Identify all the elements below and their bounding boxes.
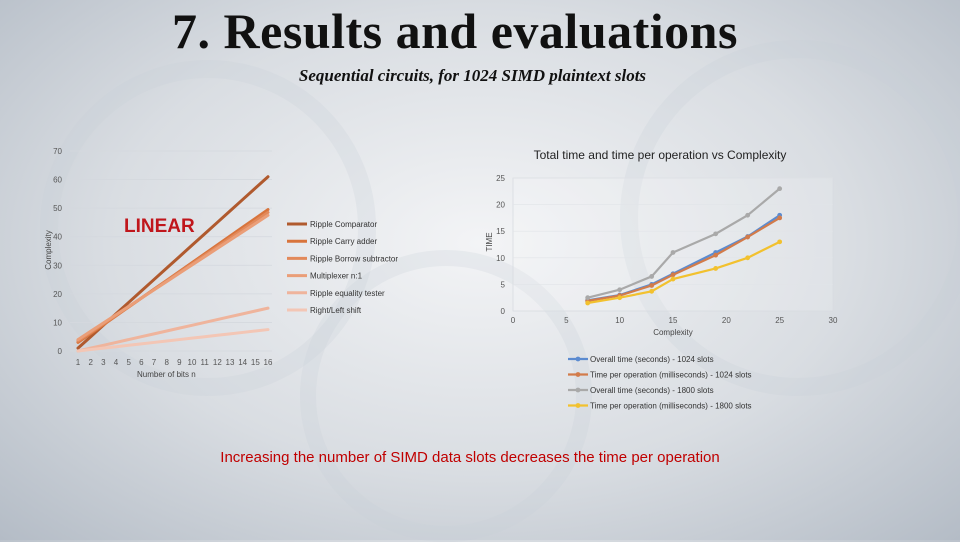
data-point [617,295,623,301]
y-tick-label: 10 [53,318,62,327]
slide-subtitle: Sequential circuits, for 1024 SIMD plain… [298,66,647,85]
chart2-xlabel: Complexity [653,328,693,337]
y-tick-label: 50 [53,204,62,213]
linear-annotation: LINEAR [124,216,195,237]
x-tick-label: 12 [213,358,222,367]
x-tick-label: 3 [101,358,106,367]
x-tick-label: 16 [264,358,273,367]
y-tick-label: 15 [496,227,505,236]
y-tick-label: 5 [501,280,506,289]
x-tick-label: 0 [511,316,516,325]
chart2-title: Total time and time per operation vs Com… [534,148,787,162]
legend-marker [575,403,581,408]
x-tick-label: 10 [188,358,197,367]
data-point [777,186,783,192]
chart2-ylabel: TIME [485,232,494,251]
legend-label: Ripple Carry adder [310,237,377,246]
y-tick-label: 60 [53,176,62,185]
legend-label: Multiplexer n:1 [310,272,363,281]
data-point [585,300,591,306]
data-point [745,255,751,261]
chart2-plot-area [512,177,834,312]
x-tick-label: 4 [114,358,119,367]
data-point [777,239,783,245]
y-tick-label: 40 [53,233,62,242]
x-tick-label: 9 [177,358,182,367]
x-tick-label: 11 [201,358,210,367]
legend-label: Ripple Borrow subtractor [310,254,398,263]
chart1-ylabel: Complexity [44,230,53,270]
series-line [76,306,270,353]
x-tick-label: 7 [152,358,157,367]
legend-marker [575,356,581,362]
x-tick-label: 15 [251,358,260,367]
series-line [76,328,270,353]
y-tick-label: 70 [53,147,62,156]
x-tick-label: 10 [615,316,624,325]
y-tick-label: 25 [496,174,505,183]
x-tick-label: 2 [88,358,93,367]
x-tick-label: 25 [775,316,784,325]
legend-label: Ripple equality tester [310,289,385,298]
data-point [649,288,655,294]
x-tick-label: 15 [669,316,678,325]
data-point [745,234,751,240]
legend-label: Ripple Comparator [310,220,377,229]
x-tick-label: 8 [164,358,169,367]
data-point [777,215,783,221]
legend-label: Time per operation (milliseconds) - 1024… [590,371,752,380]
data-point [585,295,591,301]
x-tick-label: 30 [829,316,838,325]
legend-marker [575,387,581,393]
data-point [713,231,719,237]
data-point [649,274,655,279]
data-point [617,287,623,293]
data-point [745,212,751,218]
data-point [713,266,719,271]
x-tick-label: 6 [139,358,144,367]
data-point [670,276,676,282]
y-tick-label: 30 [53,261,62,270]
series-line [76,213,270,342]
legend-label: Right/Left shift [310,306,362,315]
x-tick-label: 20 [722,316,731,325]
y-tick-label: 20 [53,290,62,299]
legend-label: Overall time (seconds) - 1024 slots [590,355,714,364]
bottom-note: Increasing the number of SIMD data slots… [220,449,720,466]
x-tick-label: 13 [226,358,235,367]
data-point [713,252,719,258]
data-point [670,250,676,255]
data-point [670,272,676,278]
legend-marker [575,372,581,377]
data-point [649,283,655,288]
y-tick-label: 0 [58,347,63,356]
legend-label: Overall time (seconds) - 1800 slots [590,386,714,395]
slide-title: 7. Results and evaluations [172,3,738,59]
y-tick-label: 10 [496,254,505,263]
y-tick-label: 0 [501,307,506,316]
x-tick-label: 1 [76,358,81,367]
x-tick-label: 14 [238,358,247,367]
chart1-xlabel: Number of bits n [137,370,196,379]
legend-label: Time per operation (milliseconds) - 1800… [590,402,752,411]
x-tick-label: 5 [564,316,569,325]
x-tick-label: 5 [126,358,131,367]
y-tick-label: 20 [496,201,505,210]
